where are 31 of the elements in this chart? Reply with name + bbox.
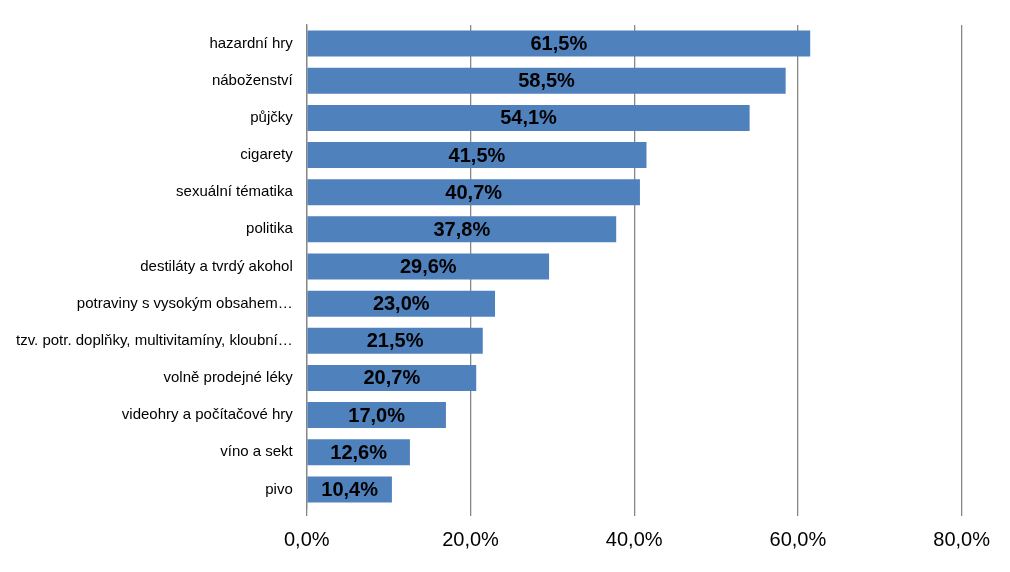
y-tick-label: půjčky bbox=[250, 108, 294, 126]
data-label: 37,8% bbox=[433, 217, 491, 240]
x-tick-label: 40,0% bbox=[605, 527, 663, 550]
y-tick-label: sexuální tématika bbox=[176, 182, 294, 200]
y-tick-label: tzv. potr. doplňky, multivitamíny, kloubní… bbox=[15, 330, 293, 348]
x-tick-label: 60,0% bbox=[769, 527, 827, 550]
data-label: 58,5% bbox=[518, 69, 576, 92]
y-tick-label: víno a sekt bbox=[220, 442, 294, 460]
data-label: 23,0% bbox=[372, 292, 430, 315]
data-label: 20,7% bbox=[363, 366, 421, 389]
y-tick-label: hazardní hry bbox=[209, 33, 294, 51]
x-tick-label: 0,0% bbox=[283, 527, 330, 550]
x-tick-label: 20,0% bbox=[442, 527, 500, 550]
x-tick-label: 80,0% bbox=[933, 527, 991, 550]
y-tick-label: potraviny s vysokým obsahem… bbox=[76, 293, 293, 311]
y-tick-label: politika bbox=[246, 219, 294, 237]
y-tick-label: videohry a počítačové hry bbox=[121, 405, 294, 423]
y-tick-label: pivo bbox=[265, 479, 293, 497]
data-label: 40,7% bbox=[445, 180, 503, 203]
y-tick-label: cigarety bbox=[240, 145, 294, 163]
data-label: 21,5% bbox=[366, 329, 424, 352]
data-label: 41,5% bbox=[448, 143, 506, 166]
y-tick-label: volně prodejné léky bbox=[163, 368, 294, 386]
data-label: 29,6% bbox=[399, 255, 457, 278]
data-label: 10,4% bbox=[321, 477, 379, 500]
data-label: 61,5% bbox=[530, 32, 588, 55]
y-tick-label: náboženství bbox=[211, 70, 294, 88]
data-label: 54,1% bbox=[500, 106, 558, 129]
data-label: 12,6% bbox=[330, 440, 388, 463]
data-label: 17,0% bbox=[348, 403, 406, 426]
y-tick-label: destiláty a tvrdý akohol bbox=[140, 256, 293, 274]
